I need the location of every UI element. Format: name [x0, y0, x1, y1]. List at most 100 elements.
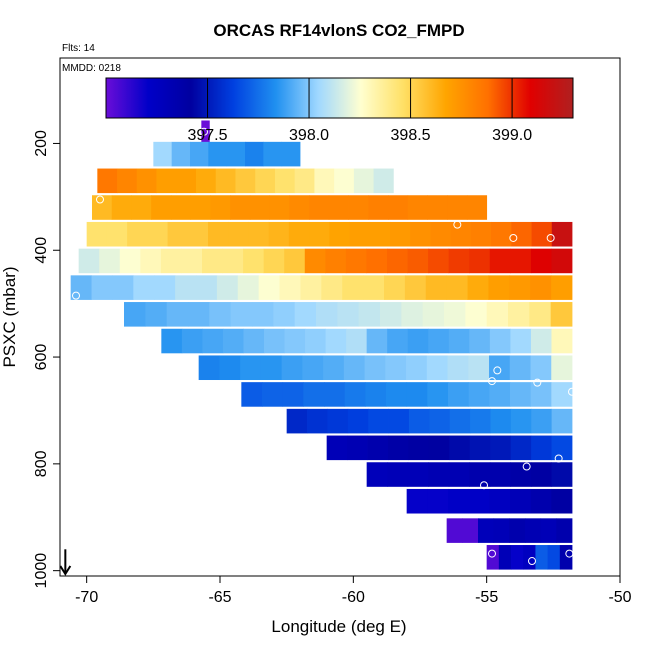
heatmap-cell — [201, 120, 210, 146]
heatmap-cell — [529, 302, 552, 327]
heatmap-cell — [106, 221, 128, 247]
heatmap-cell — [321, 275, 343, 300]
heatmap-cell — [346, 328, 368, 354]
heatmap-cell — [302, 355, 324, 381]
heatmap-cell — [387, 248, 408, 274]
x-tick-label: -55 — [475, 589, 498, 606]
heatmap-cell — [510, 408, 532, 434]
heatmap-cell — [489, 382, 511, 407]
colorbar-ticks: 397.5 398.0 398.5 399.0 — [187, 78, 532, 144]
heatmap-cell — [551, 435, 573, 461]
heatmap-cell — [489, 328, 511, 354]
heatmap-cell — [531, 408, 553, 434]
heatmap-cell — [347, 435, 368, 461]
heatmap-cell — [171, 141, 191, 167]
sample-point — [568, 387, 576, 396]
heatmap-cell — [147, 221, 168, 247]
heatmap-cell — [140, 248, 162, 274]
heatmap-cell — [190, 141, 209, 167]
heatmap-cell — [407, 195, 428, 220]
heatmap-cell — [156, 168, 177, 194]
heatmap-cell — [489, 462, 511, 487]
heatmap-cell — [202, 328, 224, 354]
heatmap-cell — [468, 355, 490, 381]
heatmap-cell — [556, 518, 573, 543]
heatmap-cell — [447, 195, 468, 220]
heatmap-cell — [387, 328, 409, 354]
heatmap-cell — [133, 275, 155, 300]
heatmap-cell — [112, 275, 134, 300]
x-tick-label: -65 — [208, 589, 231, 606]
heatmap-cell — [209, 302, 232, 327]
heatmap-cell — [334, 168, 355, 194]
sample-point — [528, 557, 536, 566]
heatmap-cell — [465, 302, 488, 327]
heatmap-cell — [349, 221, 371, 247]
plot-frame — [59, 57, 621, 577]
x-axis: -70 -65 -60 -55 -50 — [75, 576, 632, 606]
heatmap-cell — [462, 518, 479, 543]
heatmap-cell — [430, 221, 452, 247]
heatmap-cell — [446, 518, 463, 543]
heatmap-cell — [92, 195, 113, 220]
y-tick-label: 1000 — [33, 553, 50, 589]
heatmap-cell — [99, 248, 121, 274]
heatmap-cell — [469, 328, 491, 354]
heatmap-cell — [145, 302, 168, 327]
heatmap-cell — [131, 195, 152, 220]
heatmap-cell — [448, 328, 470, 354]
heatmap-cell — [305, 328, 326, 354]
heatmap-cell — [230, 195, 251, 220]
heatmap-cell — [510, 328, 532, 354]
heatmap-cell — [470, 408, 491, 434]
y-axis: 200 400 600 800 1000 — [33, 130, 60, 588]
heatmap-cell — [344, 382, 366, 407]
heatmap-cell — [510, 435, 532, 461]
heatmap-cell — [427, 488, 449, 514]
x-tick-label: -50 — [608, 589, 631, 606]
heatmap-cell — [551, 275, 573, 300]
heatmap-cell — [448, 382, 470, 407]
heatmap-cell — [467, 275, 489, 300]
heatmap-cell — [348, 195, 369, 220]
heatmap-cell — [316, 302, 338, 327]
heatmap-cell — [314, 168, 335, 194]
heatmap-cell — [510, 248, 532, 274]
heatmap-cell — [119, 248, 141, 274]
heatmap-cell — [170, 195, 192, 220]
heatmap-cell — [262, 382, 284, 407]
heatmap-cell — [323, 355, 345, 381]
colorbar-tick-label: 397.5 — [187, 127, 227, 144]
heatmap-cell — [216, 275, 239, 300]
heatmap-cell — [425, 275, 448, 300]
heatmap-cell — [530, 275, 552, 300]
heatmap-cell — [345, 248, 367, 274]
heatmap-cell — [309, 221, 330, 247]
heatmap-cell — [408, 435, 430, 461]
heatmap-cell — [303, 382, 325, 407]
heatmap-cell — [427, 195, 448, 220]
heatmap-cell — [468, 488, 490, 514]
sample-point — [96, 195, 104, 204]
heatmap-cell — [294, 302, 317, 327]
heatmap-cell — [468, 382, 490, 407]
heatmap-cell — [124, 302, 146, 327]
heatmap-cell — [282, 382, 304, 407]
heatmap-cell — [447, 355, 469, 381]
heatmap-cell — [404, 275, 427, 300]
heatmap-cell — [363, 275, 385, 300]
heatmap-cell — [510, 488, 532, 514]
heatmap-cell — [428, 462, 450, 487]
heatmap-cell — [406, 488, 428, 514]
heatmap-cell — [429, 408, 451, 434]
y-tick-label: 800 — [33, 450, 50, 477]
heatmap-cell — [407, 462, 429, 487]
y-tick-label: 200 — [33, 130, 50, 157]
sample-point — [480, 481, 488, 490]
sample-point — [533, 378, 542, 387]
heatmap-cell — [390, 221, 411, 247]
heatmap-cell — [428, 435, 450, 461]
heatmap-cell — [258, 275, 280, 300]
sample-point — [509, 233, 518, 242]
